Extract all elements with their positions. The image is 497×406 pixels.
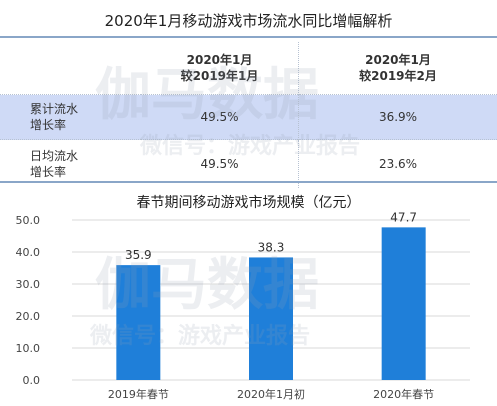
bar <box>249 257 293 380</box>
row-label: 累计流水 增长率 <box>0 94 141 140</box>
y-tick-label: 0.0 <box>23 374 41 387</box>
col2-line1: 2020年1月 <box>365 53 431 67</box>
table-row: 累计流水 增长率 49.5% 36.9% <box>0 94 497 140</box>
row-value-col1: 49.5% <box>141 94 299 140</box>
table-header-empty <box>0 42 141 95</box>
row-label: 日均流水 增长率 <box>0 139 141 188</box>
table-header-row: 2020年1月 较2019年1月 2020年1月 较2019年2月 <box>0 42 497 95</box>
row-value-col2: 36.9% <box>298 94 497 140</box>
y-tick-label: 50.0 <box>16 214 41 227</box>
table-top-divider <box>0 36 497 38</box>
row-label-line1: 累计流水 <box>30 102 79 116</box>
bar-value-label: 38.3 <box>258 240 285 254</box>
y-tick-label: 20.0 <box>16 310 41 323</box>
x-category-label: 2020年春节 <box>373 387 434 401</box>
market-size-bar-chart: 0.0 10.0 20.0 30.0 40.0 50.0 35.9 2019年春节 38.3 20… <box>16 210 470 401</box>
row-label-line2: 增长率 <box>30 165 67 179</box>
row-value-col2: 23.6% <box>298 139 497 188</box>
bar-value-label: 47.7 <box>390 210 417 224</box>
growth-table: 2020年1月 较2019年1月 2020年1月 较2019年2月 累计流水 增… <box>0 42 497 188</box>
x-category-label: 2019年春节 <box>108 387 169 401</box>
table-header-col1: 2020年1月 较2019年1月 <box>141 42 299 95</box>
row-label-line1: 日均流水 <box>30 149 79 163</box>
row-value-col1: 49.5% <box>141 139 299 188</box>
y-tick-label: 40.0 <box>16 246 41 259</box>
col1-line2: 较2019年1月 <box>180 69 259 83</box>
table-header-col2: 2020年1月 较2019年2月 <box>298 42 497 95</box>
row-label-line2: 增长率 <box>30 118 67 132</box>
bar <box>381 227 426 380</box>
table-title: 2020年1月移动游戏市场流水同比增幅解析 <box>104 12 393 30</box>
table-row: 日均流水 增长率 49.5% 23.6% <box>0 139 497 188</box>
y-tick-label: 30.0 <box>16 278 41 291</box>
bar <box>116 265 161 380</box>
section-divider <box>0 181 497 183</box>
y-tick-label: 10.0 <box>16 342 41 355</box>
bar-value-label: 35.9 <box>125 248 152 262</box>
x-category-label: 2020年1月初 <box>237 387 305 401</box>
chart-title: 春节期间移动游戏市场规模（亿元） <box>136 195 361 211</box>
col1-line1: 2020年1月 <box>186 53 253 67</box>
col2-line2: 较2019年2月 <box>359 69 437 83</box>
